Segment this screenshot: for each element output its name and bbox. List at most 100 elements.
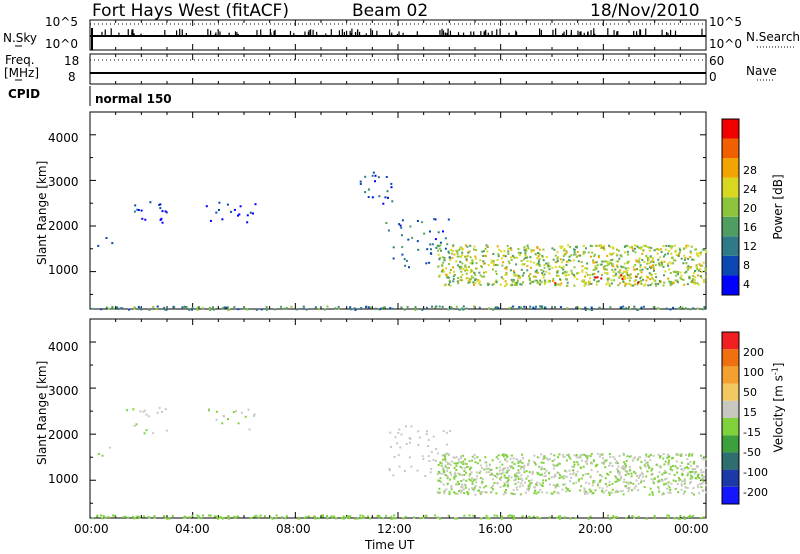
- freq-tick-top-right: 60: [709, 54, 725, 68]
- scatter-point: [462, 267, 465, 270]
- scatter-point: [664, 270, 667, 273]
- scatter-point: [614, 475, 616, 478]
- scatter-point: [237, 214, 239, 217]
- scatter-point: [587, 472, 590, 475]
- scatter-point: [561, 245, 564, 248]
- scatter-point: [463, 474, 466, 476]
- scatter-point: [470, 275, 473, 278]
- scatter-point: [503, 254, 506, 257]
- scatter-point: [249, 517, 252, 520]
- scatter-point: [583, 284, 586, 287]
- scatter-point: [561, 261, 563, 264]
- scatter-point: [689, 514, 692, 517]
- scatter-point: [687, 463, 690, 466]
- scatter-point: [640, 271, 643, 274]
- scatter-point: [382, 202, 385, 205]
- scatter-point: [452, 244, 455, 247]
- scatter-point: [689, 267, 691, 270]
- scatter-point: [585, 454, 588, 457]
- scatter-point: [628, 279, 631, 282]
- scatter-point: [425, 433, 428, 436]
- scatter-point: [604, 268, 607, 271]
- scatter-point: [143, 409, 146, 412]
- scatter-point: [579, 454, 582, 457]
- scatter-point: [519, 485, 521, 488]
- scatter-point: [540, 453, 543, 456]
- scatter-point: [233, 306, 236, 308]
- scatter-point: [449, 284, 452, 287]
- scatter-point: [528, 277, 531, 280]
- scatter-point: [481, 490, 484, 493]
- scatter-point: [515, 475, 518, 478]
- scatter-point: [490, 261, 493, 264]
- scatter-point: [475, 267, 477, 270]
- power-cb-tick-8: 8: [743, 259, 750, 272]
- scatter-point: [644, 283, 647, 286]
- scatter-point: [668, 459, 671, 462]
- scatter-point: [568, 490, 571, 492]
- scatter-point: [505, 456, 508, 459]
- scatter-point: [613, 279, 616, 282]
- scatter-point: [513, 274, 516, 276]
- scatter-point: [527, 462, 530, 465]
- scatter-point: [413, 516, 416, 519]
- scatter-point: [226, 203, 229, 206]
- scatter-point: [591, 462, 594, 465]
- scatter-point: [591, 484, 594, 487]
- scatter-point: [449, 281, 451, 284]
- scatter-point: [468, 250, 471, 253]
- scatter-point: [572, 465, 575, 468]
- scatter-point: [547, 458, 550, 461]
- scatter-point: [521, 484, 524, 487]
- scatter-point: [473, 457, 476, 460]
- scatter-point: [631, 515, 634, 518]
- scatter-point: [438, 480, 441, 482]
- scatter-point: [646, 268, 649, 270]
- scatter-point: [642, 480, 645, 482]
- scatter-point: [397, 432, 400, 434]
- scatter-point: [131, 515, 134, 518]
- scatter-point: [430, 252, 433, 255]
- scatter-point: [628, 465, 631, 468]
- scatter-point: [453, 462, 456, 465]
- xtick-5: 20:00: [578, 522, 613, 536]
- vel-cb-tick-200: 200: [743, 346, 764, 359]
- scatter-point: [698, 477, 701, 479]
- scatter-point: [476, 462, 479, 465]
- scatter-point: [560, 247, 563, 250]
- scatter-point: [440, 464, 443, 467]
- scatter-point: [448, 490, 451, 493]
- scatter-point: [654, 273, 657, 275]
- scatter-point: [543, 266, 546, 269]
- scatter-point: [539, 279, 542, 282]
- scatter-point: [504, 267, 507, 270]
- scatter-point: [453, 270, 455, 273]
- scatter-point: [240, 411, 243, 414]
- scatter-point: [364, 175, 367, 178]
- scatter-point: [453, 477, 456, 480]
- scatter-point: [577, 254, 580, 257]
- scatter-point: [694, 281, 696, 284]
- scatter-point: [659, 248, 662, 251]
- scatter-point: [554, 473, 557, 476]
- scatter-point: [165, 211, 168, 214]
- scatter-point: [600, 277, 603, 280]
- scatter-point: [686, 458, 689, 461]
- scatter-point: [496, 264, 499, 267]
- scatter-point: [584, 493, 587, 495]
- scatter-point: [548, 268, 551, 271]
- scatter-point: [467, 254, 470, 257]
- scatter-point: [209, 219, 212, 222]
- scatter-point: [591, 251, 594, 254]
- scatter-point: [442, 261, 445, 264]
- scatter-point: [692, 281, 695, 284]
- scatter-point: [397, 454, 400, 457]
- scatter-point: [212, 308, 215, 311]
- scatter-point: [646, 246, 649, 248]
- scatter-point: [587, 517, 590, 520]
- scatter-point: [691, 468, 694, 471]
- scatter-point: [649, 256, 652, 259]
- scatter-point: [506, 244, 509, 247]
- scatter-point: [660, 478, 663, 481]
- scatter-point: [648, 246, 651, 249]
